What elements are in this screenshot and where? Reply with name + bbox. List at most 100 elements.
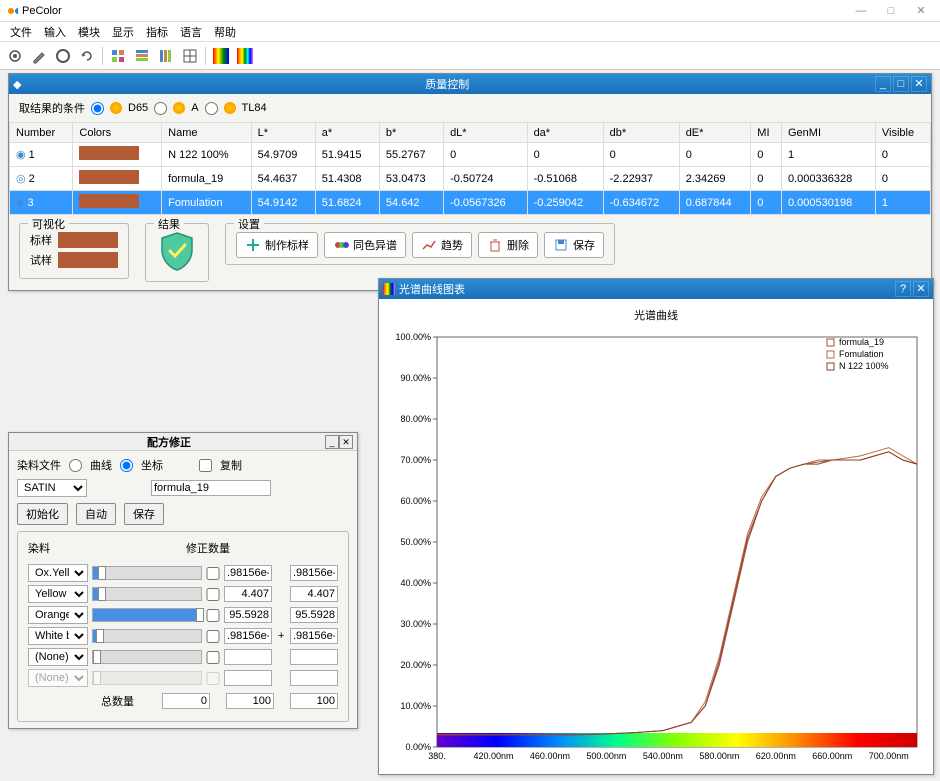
dye-select[interactable]: Ox.Yello xyxy=(28,564,88,582)
column-header[interactable]: Visible xyxy=(875,123,930,143)
save-button[interactable]: 保存 xyxy=(544,232,604,258)
dye-slider[interactable] xyxy=(92,587,202,601)
column-header[interactable]: db* xyxy=(603,123,679,143)
dye-slider[interactable] xyxy=(92,608,202,622)
chart-titlebar[interactable]: 光谱曲线图表 ? ✕ xyxy=(379,279,933,299)
total-v3[interactable] xyxy=(290,693,338,709)
dye-value-2[interactable] xyxy=(290,586,338,602)
illuminant-a-radio[interactable] xyxy=(154,102,167,115)
satin-select[interactable]: SATIN xyxy=(17,479,87,497)
column-header[interactable]: MI xyxy=(751,123,782,143)
minimize-button[interactable]: — xyxy=(846,2,876,20)
table-row[interactable]: ◎ 2formula_1954.463751.430853.0473-0.507… xyxy=(10,167,931,191)
tb-grid3-icon[interactable] xyxy=(155,45,177,67)
column-header[interactable]: dL* xyxy=(444,123,528,143)
dye-checkbox[interactable] xyxy=(206,672,220,685)
column-header[interactable]: Colors xyxy=(73,123,162,143)
tb-grid2-icon[interactable] xyxy=(131,45,153,67)
dye-slider[interactable] xyxy=(92,650,202,664)
save-recipe-button[interactable]: 保存 xyxy=(124,503,164,525)
dye-select[interactable]: Orange. xyxy=(28,606,88,624)
dye-checkbox[interactable] xyxy=(206,609,220,622)
column-header[interactable]: Name xyxy=(162,123,251,143)
menu-item[interactable]: 显示 xyxy=(106,22,140,42)
dye-value-1[interactable] xyxy=(224,670,272,686)
curve-radio[interactable] xyxy=(69,459,82,472)
dye-value-2[interactable] xyxy=(290,670,338,686)
chart-help-button[interactable]: ? xyxy=(895,281,911,297)
chart-close-button[interactable]: ✕ xyxy=(913,281,929,297)
sample-swatch xyxy=(58,252,118,268)
close-button[interactable]: ✕ xyxy=(906,2,936,20)
dye-value-1[interactable] xyxy=(224,565,272,581)
dye-select[interactable]: Yellow xyxy=(28,585,88,603)
table-row[interactable]: ◈ 3Fomulation54.914251.682454.642-0.0567… xyxy=(10,191,931,215)
dye-slider[interactable] xyxy=(92,671,202,685)
tb-refresh-icon[interactable] xyxy=(76,45,98,67)
dye-value-2[interactable] xyxy=(290,565,338,581)
dye-value-2[interactable] xyxy=(290,628,338,644)
tb-grid4-icon[interactable] xyxy=(179,45,201,67)
metamerism-button[interactable]: 同色异谱 xyxy=(324,232,406,258)
menu-item[interactable]: 模块 xyxy=(72,22,106,42)
trend-button[interactable]: 趋势 xyxy=(412,232,472,258)
dye-slider[interactable] xyxy=(92,566,202,580)
qc-minimize-button[interactable]: _ xyxy=(875,76,891,92)
svg-text:N 122 100%: N 122 100% xyxy=(839,361,889,371)
tb-grid1-icon[interactable] xyxy=(107,45,129,67)
qc-close-button[interactable]: ✕ xyxy=(911,76,927,92)
menu-item[interactable]: 帮助 xyxy=(208,22,242,42)
column-header[interactable]: L* xyxy=(251,123,315,143)
init-button[interactable]: 初始化 xyxy=(17,503,68,525)
total-v2[interactable] xyxy=(226,693,274,709)
dye-select[interactable]: White ba xyxy=(28,627,88,645)
dye-select[interactable]: (None) xyxy=(28,669,88,687)
menu-item[interactable]: 文件 xyxy=(4,22,38,42)
dye-checkbox[interactable] xyxy=(206,630,220,643)
recipe-close-button[interactable]: ✕ xyxy=(339,435,353,449)
tb-rainbow1-icon[interactable] xyxy=(210,45,232,67)
tb-gear-icon[interactable] xyxy=(4,45,26,67)
sample-label: 试样 xyxy=(30,252,52,268)
dye-value-1[interactable] xyxy=(224,607,272,623)
auto-button[interactable]: 自动 xyxy=(76,503,116,525)
qc-maximize-button[interactable]: □ xyxy=(893,76,909,92)
column-header[interactable]: GenMI xyxy=(781,123,875,143)
recipe-titlebar[interactable]: 配方修正 _ ✕ xyxy=(9,433,357,451)
copy-checkbox[interactable] xyxy=(199,459,212,472)
make-std-button[interactable]: 制作标样 xyxy=(236,232,318,258)
column-header[interactable]: a* xyxy=(315,123,379,143)
menu-item[interactable]: 输入 xyxy=(38,22,72,42)
dye-value-1[interactable] xyxy=(224,586,272,602)
total-v1[interactable] xyxy=(162,693,210,709)
dye-select[interactable]: (None) xyxy=(28,648,88,666)
column-header[interactable]: Number xyxy=(10,123,73,143)
column-header[interactable]: dE* xyxy=(679,123,751,143)
column-header[interactable]: b* xyxy=(379,123,443,143)
dye-checkbox[interactable] xyxy=(206,651,220,664)
dye-value-1[interactable] xyxy=(224,649,272,665)
illuminant-tl84-radio[interactable] xyxy=(205,102,218,115)
svg-text:660.00nm: 660.00nm xyxy=(812,751,852,761)
menu-item[interactable]: 指标 xyxy=(140,22,174,42)
coord-radio[interactable] xyxy=(120,459,133,472)
dye-checkbox[interactable] xyxy=(206,567,220,580)
recipe-minimize-button[interactable]: _ xyxy=(325,435,339,449)
quality-control-panel: ◆ 质量控制 _ □ ✕ 取结果的条件 D65 A TL84 NumberCol… xyxy=(8,73,932,291)
dye-value-1[interactable] xyxy=(224,628,272,644)
dye-slider[interactable] xyxy=(92,629,202,643)
table-row[interactable]: ◉ 1N 122 100%54.970951.941555.2767000001… xyxy=(10,143,931,167)
dye-value-2[interactable] xyxy=(290,649,338,665)
illuminant-d65-radio[interactable] xyxy=(91,102,104,115)
menu-item[interactable]: 语言 xyxy=(174,22,208,42)
maximize-button[interactable]: □ xyxy=(876,2,906,20)
dye-checkbox[interactable] xyxy=(206,588,220,601)
dye-value-2[interactable] xyxy=(290,607,338,623)
tb-circle-icon[interactable] xyxy=(52,45,74,67)
qc-titlebar[interactable]: ◆ 质量控制 _ □ ✕ xyxy=(9,74,931,94)
tb-rainbow2-icon[interactable] xyxy=(234,45,256,67)
column-header[interactable]: da* xyxy=(527,123,603,143)
formula-input[interactable] xyxy=(151,480,271,496)
delete-button[interactable]: 删除 xyxy=(478,232,538,258)
tb-pencil-icon[interactable] xyxy=(28,45,50,67)
